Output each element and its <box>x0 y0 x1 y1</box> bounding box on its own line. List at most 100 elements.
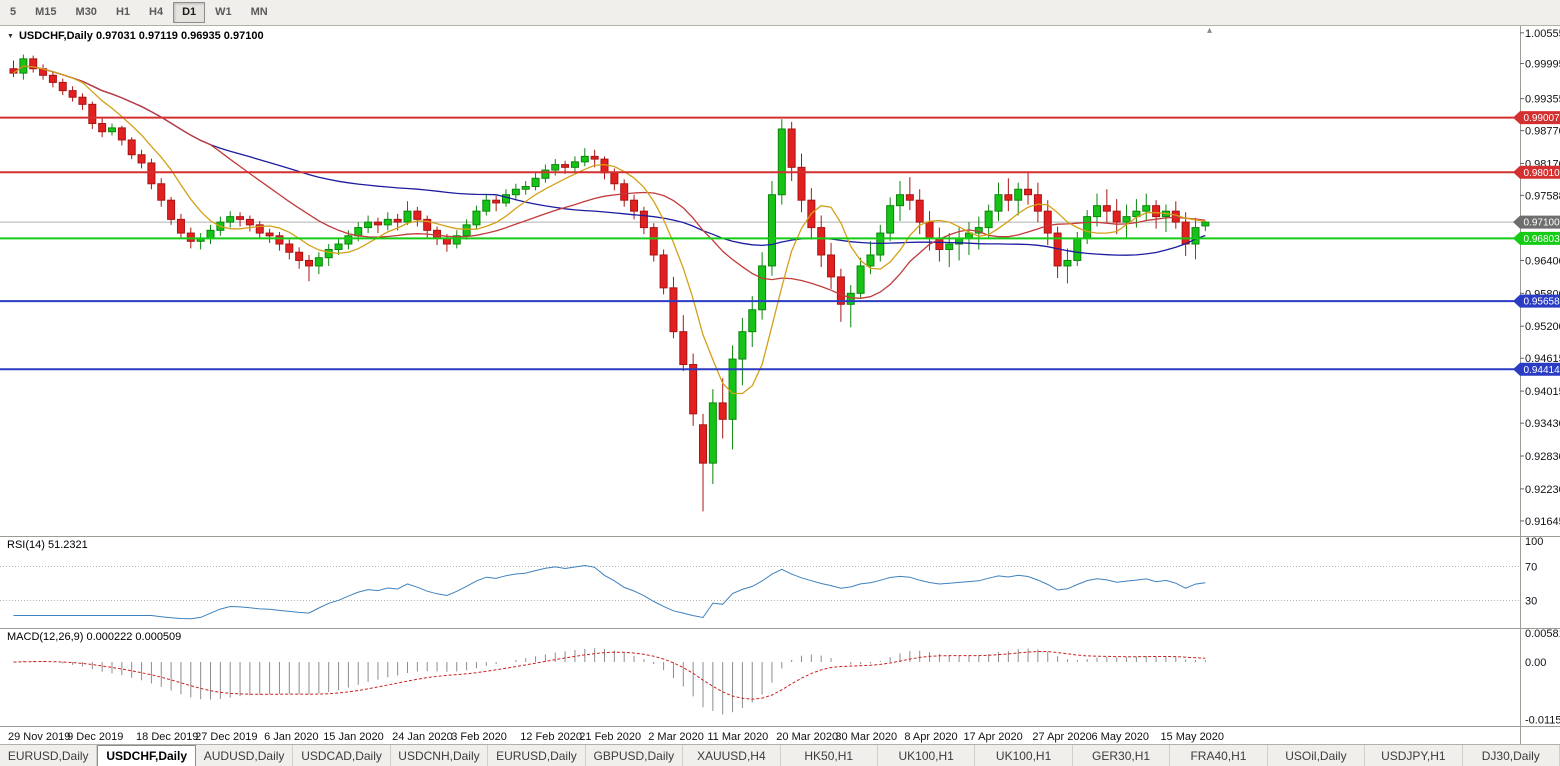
candle-body <box>767 194 776 267</box>
candle-body <box>1073 238 1082 261</box>
candle-body <box>689 364 698 415</box>
timeframe-button-5[interactable]: 5 <box>10 6 17 18</box>
candle-body <box>758 265 767 311</box>
candle-body <box>561 164 570 168</box>
candle-body <box>1063 259 1072 267</box>
chart-tab-AUDUSD-Daily[interactable]: AUDUSD,Daily <box>196 745 294 766</box>
chart-shift-icon[interactable]: ▴ <box>1207 25 1213 36</box>
candle-body <box>639 210 648 229</box>
candle-body <box>29 58 38 70</box>
macd-signal-line <box>13 650 1206 700</box>
chart-tab-GER30-H1[interactable]: GER30,H1 <box>1073 745 1171 766</box>
collapse-triangle-icon[interactable]: ▼ <box>7 32 14 40</box>
candle-body <box>236 216 245 220</box>
timeframe-button-M15[interactable]: M15 <box>35 6 57 18</box>
price-tag <box>1520 231 1560 245</box>
price-tick-label: 0.99995 <box>1525 59 1560 71</box>
chart-tab-DJ30-Daily[interactable]: DJ30,Daily <box>1463 745 1560 766</box>
date-tick-label: 24 Jan 2020 <box>392 731 453 743</box>
date-tick-label: 30 Mar 2020 <box>835 731 897 743</box>
rsi-scale-label: 70 <box>1525 562 1537 574</box>
chart-tab-USDCHF-Daily[interactable]: USDCHF,Daily <box>97 745 196 766</box>
candle-body <box>728 358 737 420</box>
candle-body <box>945 243 954 251</box>
timeframe-button-H4[interactable]: H4 <box>149 6 164 18</box>
candle-body <box>393 218 402 223</box>
price-tag-arrow <box>1513 362 1520 376</box>
candle-body <box>669 287 678 333</box>
candle-body <box>905 194 914 201</box>
chart-tab-USOil-Daily[interactable]: USOil,Daily <box>1268 745 1366 766</box>
time-axis[interactable] <box>0 727 1520 744</box>
chart-tab-GBPUSD-Daily[interactable]: GBPUSD,Daily <box>586 745 684 766</box>
candle-body <box>649 227 658 256</box>
date-tick-label: 21 Feb 2020 <box>579 731 641 743</box>
candle-body <box>827 254 836 278</box>
candle-body <box>1024 188 1033 196</box>
candle-body <box>1014 188 1023 201</box>
candle-body <box>147 162 156 185</box>
candle-body <box>245 218 254 226</box>
candle-body <box>48 74 57 83</box>
chart-tab-FRA40-H1[interactable]: FRA40,H1 <box>1170 745 1268 766</box>
candle-body <box>117 127 126 141</box>
moving-average-line <box>13 65 1206 299</box>
timeframe-button-M30[interactable]: M30 <box>75 6 97 18</box>
candle-body <box>1083 216 1092 240</box>
date-tick-label: 6 Jan 2020 <box>264 731 318 743</box>
chart-tab-EURUSD-Daily[interactable]: EURUSD,Daily <box>0 745 98 766</box>
candle-body <box>137 154 146 164</box>
candle-body <box>68 90 77 98</box>
candle-body <box>1004 194 1013 201</box>
chart-tab-UK100-H1[interactable]: UK100,H1 <box>878 745 976 766</box>
candle-body <box>984 210 993 229</box>
macd-scale-label: -0.011515 <box>1525 715 1560 727</box>
candle-body <box>255 224 264 234</box>
candle-body <box>994 194 1003 212</box>
price-axis[interactable] <box>1521 26 1560 726</box>
candle-body <box>176 218 185 234</box>
candle-body <box>472 210 481 226</box>
candle-body <box>925 221 934 240</box>
candle-body <box>1142 205 1151 212</box>
timeframe-button-MN[interactable]: MN <box>250 6 268 18</box>
chart-tab-USDCAD-Daily[interactable]: USDCAD,Daily <box>293 745 391 766</box>
timeframe-button-D1[interactable]: D1 <box>173 2 206 23</box>
price-tag-label: 0.98010 <box>1524 168 1560 179</box>
candle-body <box>98 123 107 133</box>
price-tag-arrow <box>1513 111 1520 125</box>
price-tick-label: 0.94615 <box>1525 353 1560 365</box>
price-tag-label: 0.99007 <box>1524 113 1560 124</box>
candle-body <box>305 259 313 267</box>
candle-body <box>423 218 432 231</box>
timeframe-button-W1[interactable]: W1 <box>215 6 232 18</box>
candle-body <box>817 227 826 256</box>
chart-tab-XAUUSD-H4[interactable]: XAUUSD,H4 <box>683 745 781 766</box>
rsi-scale-label: 100 <box>1525 536 1543 548</box>
chart-tab-USDJPY-H1[interactable]: USDJPY,H1 <box>1365 745 1463 766</box>
candle-body <box>1033 194 1042 212</box>
candle-body <box>620 183 629 201</box>
timeframe-button-H1[interactable]: H1 <box>115 6 130 18</box>
candle-body <box>1093 205 1101 218</box>
candle-body <box>58 81 67 92</box>
chart-tab-EURUSD-Daily[interactable]: EURUSD,Daily <box>488 745 586 766</box>
chart-tab-UK100-H1[interactable]: UK100,H1 <box>975 745 1073 766</box>
rsi-line <box>13 564 1206 620</box>
candle-body <box>777 128 786 196</box>
candle-body <box>886 205 895 234</box>
candle-body <box>600 158 609 174</box>
chart-tab-HK50-H1[interactable]: HK50,H1 <box>781 745 878 766</box>
candle-body <box>88 103 97 125</box>
macd-indicator-label: MACD(12,26,9) 0.000222 0.000509 <box>7 631 182 643</box>
candle-body <box>1191 227 1200 245</box>
candle-body <box>314 257 323 267</box>
candle-body <box>1181 221 1190 245</box>
chart-tab-USDCNH-Daily[interactable]: USDCNH,Daily <box>391 745 489 766</box>
candle-body <box>1112 210 1121 223</box>
candle-body <box>1102 205 1111 212</box>
candle-body <box>334 243 343 251</box>
